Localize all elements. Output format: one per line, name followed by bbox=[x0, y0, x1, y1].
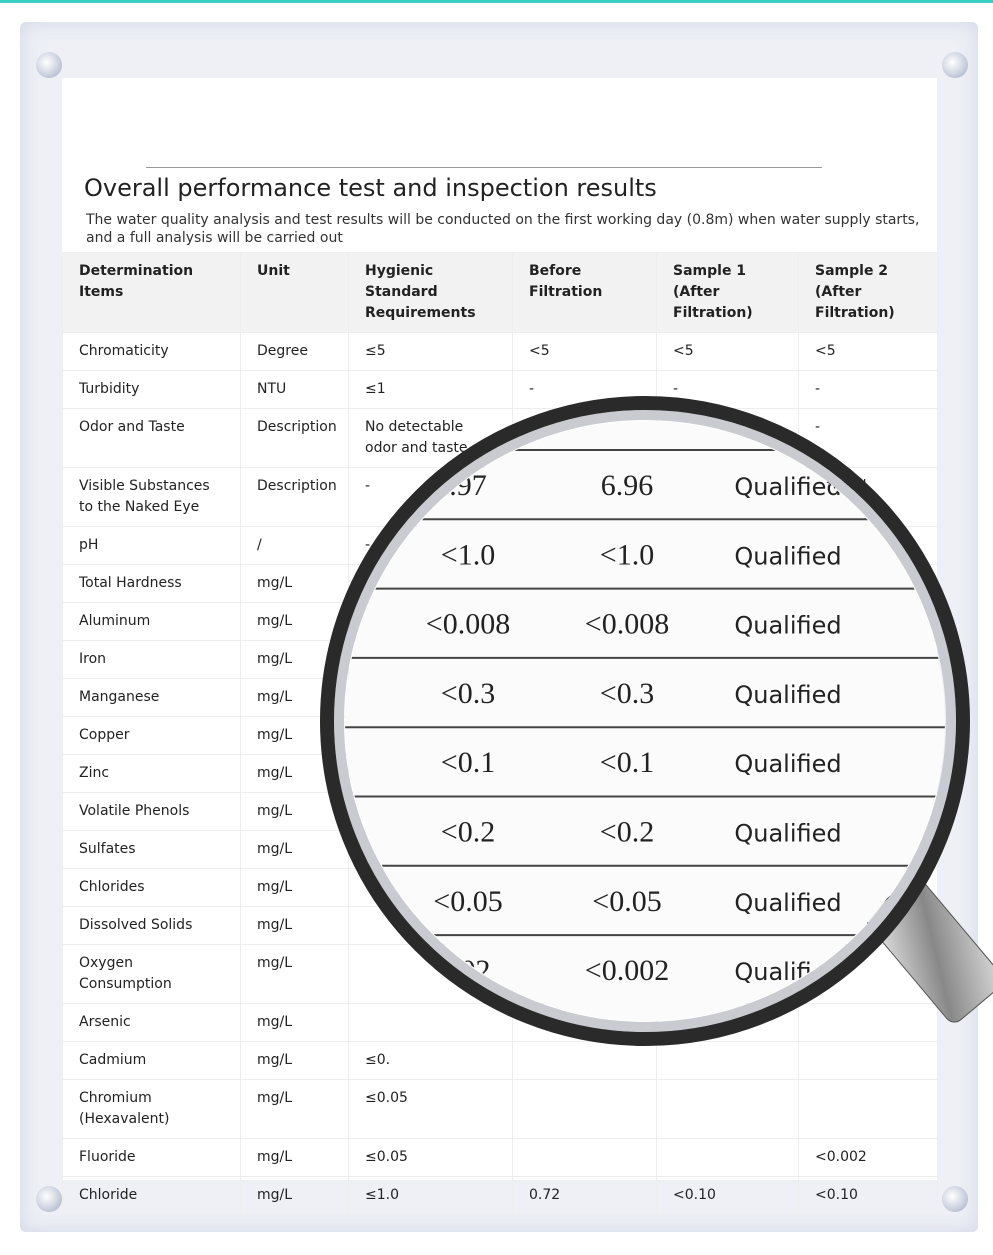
lens-value: <0.3 bbox=[600, 677, 654, 710]
title: Overall performance test and inspection … bbox=[84, 174, 657, 202]
bolt bbox=[36, 52, 62, 78]
lens-glass bbox=[345, 421, 945, 1021]
table-cell: mg/L bbox=[240, 1176, 349, 1215]
table-cell: ≤0.05 bbox=[348, 1079, 513, 1139]
table-cell: Description bbox=[240, 408, 349, 468]
table-cell: Arsenic bbox=[62, 1003, 241, 1042]
table-cell bbox=[656, 1079, 799, 1139]
table-cell: Volatile Phenols bbox=[62, 792, 241, 831]
table-row: Chloride mg/L ≤1.0 0.72 <0.10 <0.10 bbox=[62, 1176, 938, 1215]
lens-value: 6.96 bbox=[601, 469, 654, 502]
table-row: Fluoride mg/L ≤0.05 <0.002 bbox=[62, 1138, 938, 1177]
header-cell: Before Filtration bbox=[512, 252, 657, 333]
bolt bbox=[36, 1186, 62, 1212]
table-cell: <0.10 bbox=[798, 1176, 938, 1215]
lens-value: <0.05 bbox=[433, 885, 502, 918]
subtitle: The water quality analysis and test resu… bbox=[86, 212, 920, 246]
lens-value: <0.002 bbox=[585, 954, 669, 987]
table-cell: pH bbox=[62, 526, 241, 565]
lens-value: <0.1 bbox=[600, 746, 654, 779]
table-cell: Degree bbox=[240, 332, 349, 371]
table-cell: ≤1.0 bbox=[348, 1176, 513, 1215]
lens-value: <0.2 bbox=[441, 816, 495, 849]
table-cell: Sulfates bbox=[62, 830, 241, 869]
table-row: Turbidity NTU ≤1- - - bbox=[62, 370, 938, 409]
bolt bbox=[942, 1186, 968, 1212]
header-row: Determination Items Unit Hygienic Standard… bbox=[62, 252, 938, 333]
lens-rim bbox=[320, 396, 970, 1046]
table-cell: mg/L bbox=[240, 564, 349, 603]
lens-value: <0.1 bbox=[441, 746, 495, 779]
table-cell bbox=[512, 1138, 657, 1177]
table-cell: Aluminum bbox=[62, 602, 241, 641]
table-cell: Description bbox=[240, 467, 349, 527]
table-row: Chromium (Hexavalent) mg/L ≤0.05 bbox=[62, 1079, 938, 1139]
table-cell: ≤5 bbox=[348, 332, 513, 371]
lens-value: Qualified bbox=[734, 889, 841, 917]
table-cell bbox=[348, 1003, 513, 1042]
lens-value: Qualified bbox=[734, 681, 841, 709]
header-cell: Hygienic Standard Requirements bbox=[348, 252, 513, 333]
lens-value: <1.0 bbox=[600, 538, 654, 571]
table-cell: mg/L bbox=[240, 830, 349, 869]
lens-value: Qualified bbox=[734, 542, 841, 570]
lens-value: <1.0 bbox=[441, 538, 495, 571]
lens-value: <0.2 bbox=[600, 816, 654, 849]
lens-value: <0.05 bbox=[592, 885, 661, 918]
table-cell: Chlorides bbox=[62, 868, 241, 907]
lens-value: Qualified bbox=[734, 750, 841, 778]
table-cell bbox=[798, 1041, 938, 1080]
table-cell: Chromaticity bbox=[62, 332, 241, 371]
table-cell: mg/L bbox=[240, 1041, 349, 1080]
lens-value: <0.008 bbox=[426, 608, 510, 641]
table-cell: <5 bbox=[512, 332, 657, 371]
table-cell: Dissolved Solids bbox=[62, 906, 241, 945]
lens-value: <0.008 bbox=[585, 608, 669, 641]
table-cell: Fluoride bbox=[62, 1138, 241, 1177]
table-cell: Manganese bbox=[62, 678, 241, 717]
table-cell bbox=[512, 1079, 657, 1139]
table-cell: Chromium (Hexavalent) bbox=[62, 1079, 241, 1139]
table-cell bbox=[656, 1138, 799, 1177]
table-cell: NTU bbox=[240, 370, 349, 409]
top-bar bbox=[0, 0, 993, 3]
table-cell: Iron bbox=[62, 640, 241, 679]
table-cell: Copper bbox=[62, 716, 241, 755]
table-cell bbox=[512, 1041, 657, 1080]
table-cell: 0.72 bbox=[512, 1176, 657, 1215]
table-row: Cadmium mg/L ≤0. bbox=[62, 1041, 938, 1080]
table-cell: Oxygen Consumption bbox=[62, 944, 241, 1004]
lens-value: <0.3 bbox=[441, 677, 495, 710]
table-cell: Visible Substances to the Naked Eye bbox=[62, 467, 241, 527]
table-cell: / bbox=[240, 526, 349, 565]
table-cell bbox=[798, 1079, 938, 1139]
divider bbox=[146, 167, 822, 168]
lens-value: Qualified bbox=[734, 820, 841, 848]
table-cell: Chloride bbox=[62, 1176, 241, 1215]
header-cell: Sample 1 (After Filtration) bbox=[656, 252, 799, 333]
table-cell: Odor and Taste bbox=[62, 408, 241, 468]
header-cell: Unit bbox=[240, 252, 349, 333]
bolt bbox=[942, 52, 968, 78]
header-cell: Sample 2 (After Filtration) bbox=[798, 252, 938, 333]
lens-inner-ring bbox=[334, 410, 956, 1032]
table-cell: <0.10 bbox=[656, 1176, 799, 1215]
lens-value: Qualified bbox=[734, 612, 841, 640]
